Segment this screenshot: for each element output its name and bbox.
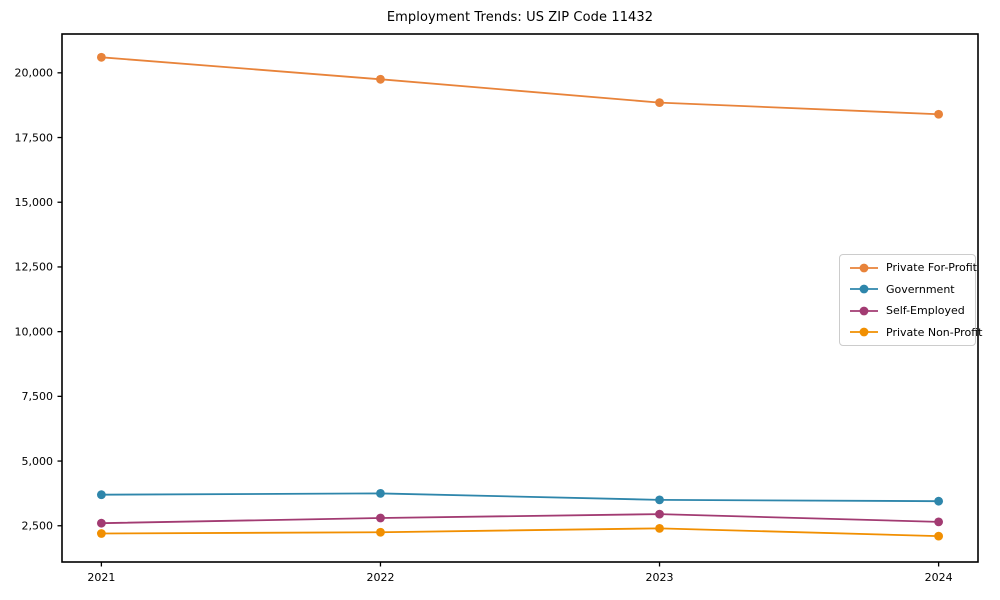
legend-item-government: Government xyxy=(849,283,969,296)
line-marker-icon xyxy=(850,263,878,272)
series-line-private-for-profit xyxy=(101,56,939,116)
x-tick-label: 2023 xyxy=(646,571,674,584)
legend-label: Government xyxy=(886,282,955,296)
legend-label: Self-Employed xyxy=(886,304,965,318)
chart-title: Employment Trends: US ZIP Code 11432 xyxy=(386,10,654,25)
data-point-private-for-profit xyxy=(934,109,944,119)
legend-label: Private Non-Profit xyxy=(886,325,983,339)
data-point-private-non-profit xyxy=(376,527,385,537)
y-tick-label: 5,000 xyxy=(22,455,54,468)
data-point-self-employed xyxy=(376,513,385,523)
y-tick-label: 2,500 xyxy=(22,520,54,533)
series-line-self-employed xyxy=(101,513,939,525)
data-point-government xyxy=(376,489,385,498)
y-tick-label: 12,500 xyxy=(15,261,54,274)
data-point-government xyxy=(655,495,664,505)
x-tick-label: 2021 xyxy=(87,571,115,584)
series-line-government xyxy=(101,492,939,503)
x-tick-label: 2022 xyxy=(366,571,394,584)
legend-item-private-non-profit: Private Non-Profit xyxy=(849,326,982,339)
line-marker-icon xyxy=(850,284,878,294)
y-tick-label: 15,000 xyxy=(15,196,54,209)
x-tick-label: 2024 xyxy=(925,571,953,584)
line-marker-icon xyxy=(850,306,878,316)
y-tick-label: 10,000 xyxy=(15,325,54,338)
y-tick-label: 7,500 xyxy=(22,390,54,403)
data-point-private-for-profit xyxy=(96,52,106,62)
legend-item-private-for-profit: Private For-Profit xyxy=(849,261,977,274)
axes-spines xyxy=(61,33,979,563)
data-point-private-non-profit xyxy=(96,529,106,538)
data-point-private-for-profit xyxy=(376,74,385,84)
data-point-government xyxy=(96,490,106,500)
legend-label: Private For-Profit xyxy=(886,261,977,274)
legend-item-self-employed: Self-Employed xyxy=(849,304,969,317)
legend: Private For-Profit Government Self-Emplo… xyxy=(839,254,982,346)
data-point-government xyxy=(934,496,944,506)
data-point-self-employed xyxy=(934,517,944,527)
data-point-self-employed xyxy=(655,509,664,519)
data-point-private-non-profit xyxy=(934,531,944,541)
series-line-private-non-profit xyxy=(101,527,939,538)
y-tick-label: 20,000 xyxy=(15,67,54,80)
data-point-private-for-profit xyxy=(655,98,664,107)
data-point-self-employed xyxy=(96,518,106,528)
y-tick-label: 17,500 xyxy=(15,131,54,144)
data-point-private-non-profit xyxy=(655,523,664,533)
line-marker-icon xyxy=(850,328,878,337)
